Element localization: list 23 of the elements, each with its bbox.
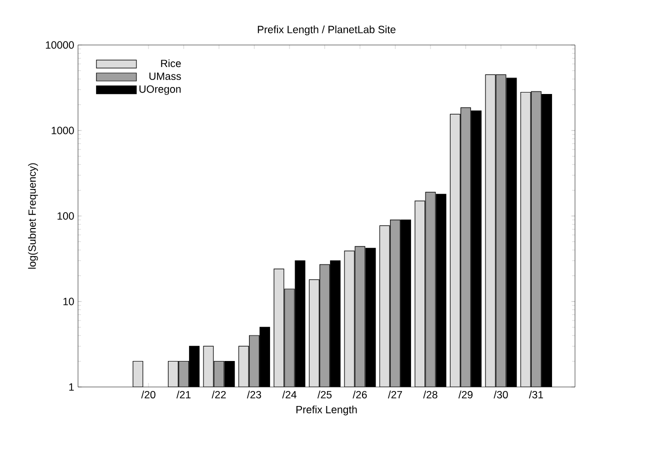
legend-label: UOregon — [140, 85, 181, 95]
legend-label: UMass — [149, 72, 181, 80]
y-axis-title: log(Subnet Frequency) — [28, 163, 38, 269]
y-tick-label: 100 — [58, 212, 74, 220]
x-tick-label: /25 — [317, 390, 332, 398]
x-tick-label: /22 — [212, 390, 226, 398]
x-tick-label: /31 — [528, 390, 544, 398]
x-tick-label: /30 — [494, 390, 508, 398]
y-tick-label: 1000 — [52, 126, 74, 134]
y-tick-label: 10 — [63, 298, 74, 306]
x-tick-label: /24 — [282, 390, 296, 398]
chart-title: Prefix Length / PlanetLab Site — [258, 26, 396, 36]
x-tick-label: /28 — [423, 390, 438, 398]
y-tick-label: 1 — [69, 383, 74, 391]
x-tick-label: /26 — [352, 390, 367, 398]
x-axis-title: Prefix Length — [296, 406, 357, 416]
x-tick-label: /20 — [141, 390, 156, 398]
legend-label: Rice — [161, 59, 181, 68]
x-tick-label: /27 — [388, 390, 402, 398]
y-tick-label: 10000 — [46, 41, 74, 49]
x-tick-label: /29 — [458, 390, 473, 398]
x-tick-label: /21 — [176, 390, 191, 398]
x-tick-label: /23 — [246, 390, 262, 398]
